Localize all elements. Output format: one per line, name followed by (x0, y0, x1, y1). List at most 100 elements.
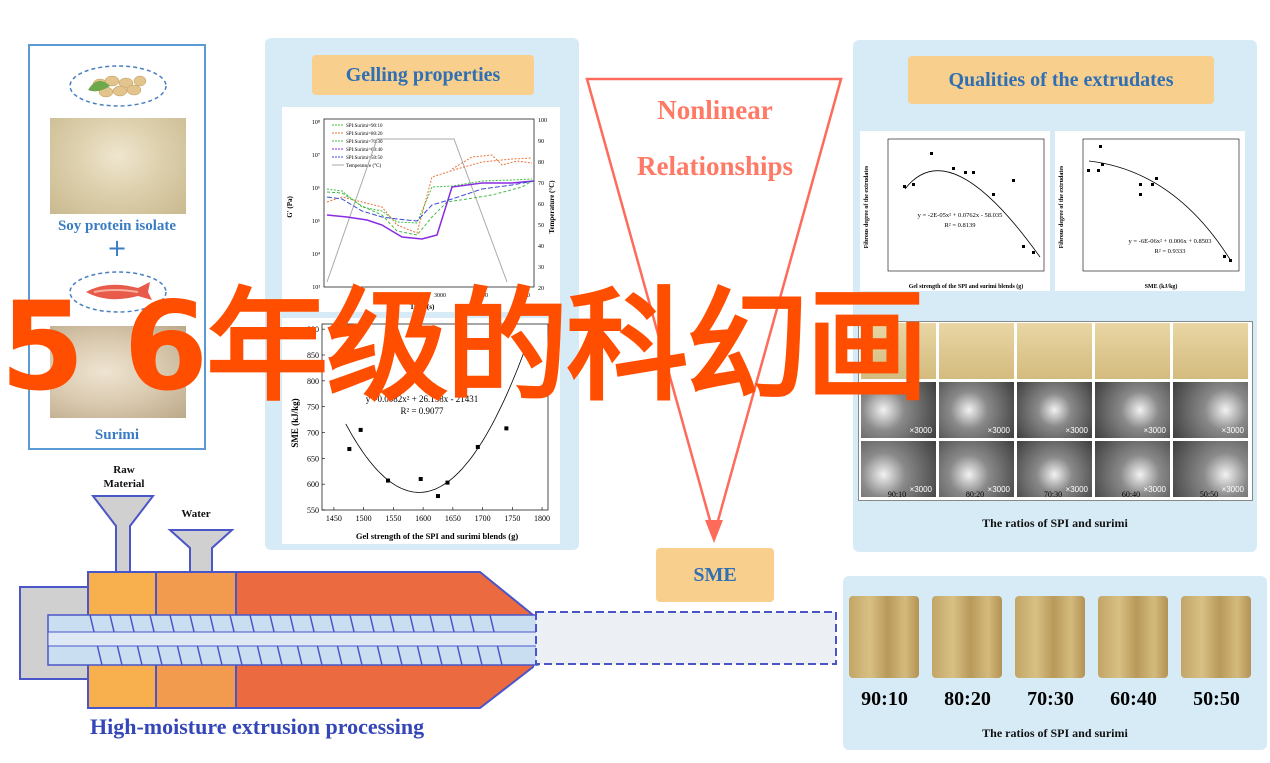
sme-point (358, 427, 363, 432)
fibrous-gel-point (992, 193, 995, 196)
rheology-y2label: Temperature (°C) (548, 180, 556, 234)
rheology-y2tick: 70 (538, 181, 544, 187)
rheology-y2tick: 30 (538, 265, 544, 271)
sme-xtick: 1750 (504, 514, 520, 523)
sme-xtick: 1800 (534, 514, 550, 523)
sample-ratio: 60:40 (1110, 688, 1157, 710)
extrudate-samples (843, 596, 1267, 680)
sme-point (386, 478, 391, 483)
sme-point (445, 480, 450, 485)
fibrous-sme-point (1087, 169, 1090, 172)
sme-ytick: 650 (307, 454, 319, 463)
fish-image (69, 271, 167, 313)
fibrous-gel-point (1022, 245, 1025, 248)
magnification-label: ×3000 (1143, 426, 1166, 435)
fibrous-sme-xlabel: SME (kJ/kg) (1145, 283, 1178, 290)
magnification-label: ×3000 (1065, 426, 1088, 435)
magnification-label: ×3000 (909, 426, 932, 435)
rheology-legend-entry: SPI:Surimi=90:10 (346, 124, 383, 129)
sme-xlabel: Gel strength of the SPI and surimi blend… (356, 531, 518, 541)
fibrous-gel-point (1032, 251, 1035, 254)
sme-point (435, 494, 440, 499)
sme-point (518, 333, 523, 338)
rheology-legend-entry: SPI:Surimi=70:30 (346, 140, 383, 145)
qualities-title: Qualities of the extrudates (908, 56, 1214, 104)
sme-scatter-chart: SME (kJ/kg) Gel strength of the SPI and … (282, 318, 560, 544)
extrudate-sample (1181, 596, 1251, 678)
rheology-xtick: 2000 (392, 293, 404, 299)
magnification-label: ×3000 (1065, 485, 1088, 494)
sme-ytick: 600 (307, 480, 319, 489)
rheology-ytick: 10⁴ (312, 252, 320, 258)
sem-micrograph: ×3000 (1017, 441, 1092, 497)
sme-ytick: 850 (307, 351, 319, 360)
fibrous-gel-point (912, 183, 915, 186)
magnification-label: ×3000 (1143, 485, 1166, 494)
sme-tag: SME (656, 548, 774, 602)
fibrous-sme-point (1155, 177, 1158, 180)
rheology-legend-entry: SPI:Surimi=80:20 (346, 132, 383, 137)
fibrous-gel-ylabel: Fibrous degree of the extrudates (864, 165, 870, 248)
fibrous-sme-point (1101, 163, 1104, 166)
soy-protein-label: Soy protein isolate (57, 218, 177, 234)
rheology-y2tick: 60 (538, 202, 544, 208)
sme-point (418, 477, 423, 481)
sme-equation: y =0.0082x² + 26.158x - 21431 (366, 394, 479, 404)
rheology-y2tick: 20 (538, 286, 544, 292)
fibrous-sme-point (1151, 183, 1154, 186)
rheology-xtick: 1000 (350, 293, 362, 299)
sme-xtick: 1650 (445, 514, 461, 523)
fibrous-gel-point (972, 171, 975, 174)
cooling-die (535, 611, 837, 665)
magnification-label: ×3000 (1221, 426, 1244, 435)
micrograph-ratio-labels: 90:10 80:20 70:30 60:40 50:50 (858, 490, 1251, 502)
extrudate-photo (1173, 323, 1248, 379)
water-label: Water (181, 508, 211, 520)
gelling-title: Gelling properties (312, 55, 534, 95)
sem-micrograph: ×3000 (1095, 382, 1170, 438)
micrograph-ratio: 90:10 (887, 490, 907, 499)
screw-core (47, 631, 539, 647)
sample-ratio: 50:50 (1193, 688, 1240, 710)
rheology-y2tick: 40 (538, 244, 544, 250)
sem-micrograph: ×3000 (861, 441, 936, 497)
fibrous-sme-point (1223, 255, 1226, 258)
soybeans-image (69, 65, 167, 107)
micrograph-ratio: 60:40 (1121, 490, 1141, 499)
extrusion-label: High-moisture extrusion processing (90, 714, 425, 739)
micrograph-grid: ×3000 ×3000 ×3000 ×3000 ×3000 ×3000 ×3000 ×3000… (858, 321, 1253, 501)
fibrous-gel-point (952, 167, 955, 170)
sme-fit-curve (345, 343, 528, 493)
rheology-xtick: 5000 (518, 293, 530, 299)
sme-xtick: 1450 (326, 514, 342, 523)
rheology-legend-entry: Temperature (°C) (346, 164, 381, 169)
sme-ytick: 800 (307, 377, 319, 386)
sme-point (475, 444, 480, 449)
rheology-xlabel: Time (s) (410, 303, 435, 311)
rheology-xtick: 4000 (476, 293, 488, 299)
magnification-label: ×3000 (1221, 485, 1244, 494)
sample-ratio: 80:20 (944, 688, 991, 710)
fibrous-gel-point (964, 171, 967, 174)
fibrous-gel-xlabel: Gel strength of the SPI and surimi blend… (909, 283, 1024, 290)
sem-micrograph: ×3000 (1173, 382, 1248, 438)
samples-caption: The ratios of SPI and surimi (982, 726, 1128, 740)
rheology-ytick: 10³ (312, 285, 320, 291)
magnification-label: ×3000 (987, 426, 1010, 435)
fibrous-sme-point (1099, 145, 1102, 148)
fibrous-gel-fit (904, 170, 1041, 258)
water-hopper (167, 529, 235, 573)
sample-ratio: 90:10 (861, 688, 908, 710)
curve-50-50 (326, 180, 535, 222)
rheology-chart: G' (Pa) Temperature (°C) Time (s) 10⁸ 10⁷… (282, 107, 560, 312)
rheology-y2tick: 90 (538, 139, 544, 145)
materials-panel: Soy protein isolate + Surimi (28, 44, 206, 450)
sem-micrograph: ×3000 (861, 382, 936, 438)
rheology-y2tick: 80 (538, 160, 544, 166)
sme-point (347, 447, 352, 452)
sme-ytick: 550 (307, 506, 319, 515)
qualities-caption: The ratios of SPI and surimi (982, 516, 1128, 530)
raw-line: Raw (113, 464, 135, 476)
sample-ratio-labels: 90:10 80:20 70:30 60:40 50:50 (843, 688, 1267, 714)
